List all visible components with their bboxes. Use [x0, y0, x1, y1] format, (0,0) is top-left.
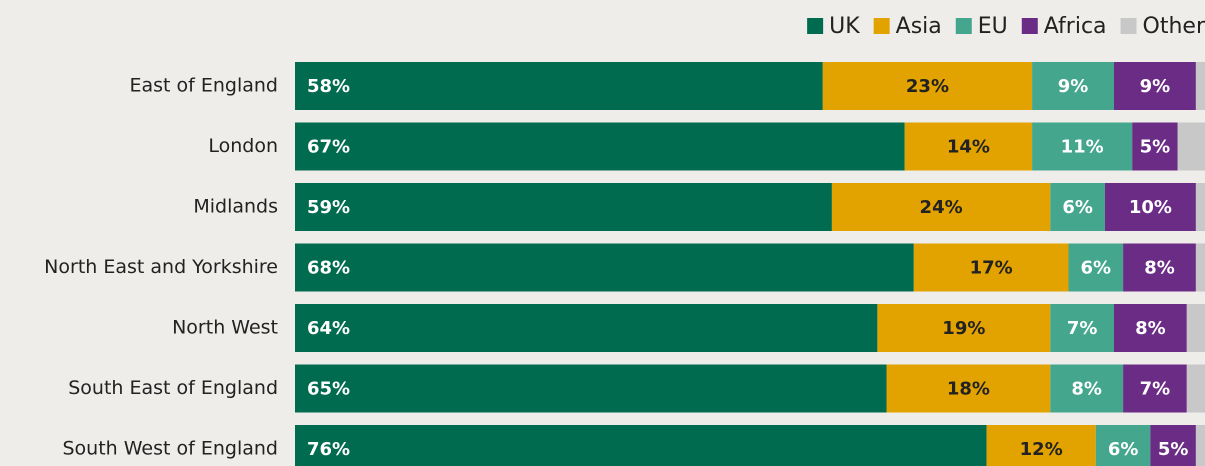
- data-label: 6%: [1062, 197, 1093, 218]
- data-label: 5%: [1158, 439, 1189, 460]
- data-label: 23%: [906, 76, 949, 97]
- data-label: 8%: [1071, 379, 1102, 400]
- legend-label: UK: [829, 14, 860, 39]
- data-label: 7%: [1067, 318, 1098, 339]
- bar-segment: [1177, 122, 1205, 171]
- data-label: 12%: [1020, 439, 1063, 460]
- bar-segment: [1195, 243, 1205, 292]
- category-label: London: [208, 135, 278, 157]
- category-label: Midlands: [193, 196, 278, 218]
- bar-segment: [904, 122, 1033, 171]
- category-label: South East of England: [68, 377, 278, 399]
- bar-segment: [295, 122, 905, 171]
- bar-segment: [1114, 304, 1187, 352]
- bar-segment: [1050, 304, 1114, 352]
- data-label: 65%: [307, 379, 350, 400]
- bar-segment: [295, 183, 832, 231]
- bar-segment: [1195, 62, 1205, 110]
- data-label: 14%: [947, 137, 990, 158]
- legend-label: Africa: [1044, 14, 1107, 39]
- bar-segment: [913, 243, 1069, 292]
- bar-segment: [1132, 122, 1178, 171]
- data-label: 8%: [1135, 318, 1166, 339]
- bar-segment: [877, 304, 1051, 352]
- data-label: 59%: [307, 197, 350, 218]
- data-label: 19%: [942, 318, 985, 339]
- data-label: 8%: [1144, 258, 1175, 279]
- data-label: 7%: [1140, 379, 1171, 400]
- data-label: 68%: [307, 258, 350, 279]
- bar-segment: [1123, 243, 1196, 292]
- data-label: 17%: [970, 258, 1013, 279]
- bar-segment: [295, 62, 823, 110]
- data-label: 5%: [1140, 137, 1171, 158]
- legend-label: EU: [978, 14, 1008, 39]
- data-label: 10%: [1129, 197, 1172, 218]
- category-label: North West: [172, 317, 278, 339]
- bar-segment: [1186, 364, 1205, 413]
- bar-segment: [1050, 183, 1105, 231]
- bar-segment: [295, 243, 914, 292]
- legend-swatch: [1120, 18, 1137, 34]
- data-label: 67%: [307, 137, 350, 158]
- data-label: 9%: [1140, 76, 1171, 97]
- bar-segment: [1123, 364, 1187, 413]
- data-label: 64%: [307, 318, 350, 339]
- bar-segment: [886, 364, 1051, 413]
- data-label: 9%: [1058, 76, 1089, 97]
- legend-label: Other: [1143, 14, 1205, 39]
- bar-segment: [1104, 183, 1196, 231]
- data-label: 58%: [307, 76, 350, 97]
- bar-segment: [986, 425, 1096, 466]
- bar-segment: [1150, 425, 1196, 466]
- bar-segment: [1195, 425, 1205, 466]
- bar-segment: [1186, 304, 1205, 352]
- bar-segment: [1050, 364, 1124, 413]
- bar-segment: [1032, 62, 1114, 110]
- data-label: 24%: [920, 197, 963, 218]
- bar-segment: [295, 304, 878, 352]
- legend-label: Asia: [896, 14, 942, 39]
- data-label: 6%: [1108, 439, 1139, 460]
- data-label: 76%: [307, 439, 350, 460]
- bar-segment: [831, 183, 1051, 231]
- bar-segment: [1068, 243, 1124, 292]
- category-label: South West of England: [63, 438, 279, 460]
- data-label: 18%: [947, 379, 990, 400]
- legend-swatch: [1021, 18, 1038, 34]
- data-label: 6%: [1081, 258, 1112, 279]
- bar-segment: [822, 62, 1033, 110]
- legend-swatch: [873, 18, 890, 34]
- legend-swatch: [807, 18, 824, 34]
- bar-segment: [1095, 425, 1151, 466]
- bar-segment: [295, 425, 987, 466]
- category-label: North East and Yorkshire: [44, 256, 278, 278]
- data-label: 11%: [1061, 137, 1104, 158]
- bar-segment: [295, 364, 887, 413]
- legend-swatch: [955, 18, 972, 34]
- bar-segment: [1195, 183, 1205, 231]
- category-label: East of England: [129, 75, 278, 97]
- bar-segment: [1032, 122, 1133, 171]
- bar-segment: [1114, 62, 1196, 110]
